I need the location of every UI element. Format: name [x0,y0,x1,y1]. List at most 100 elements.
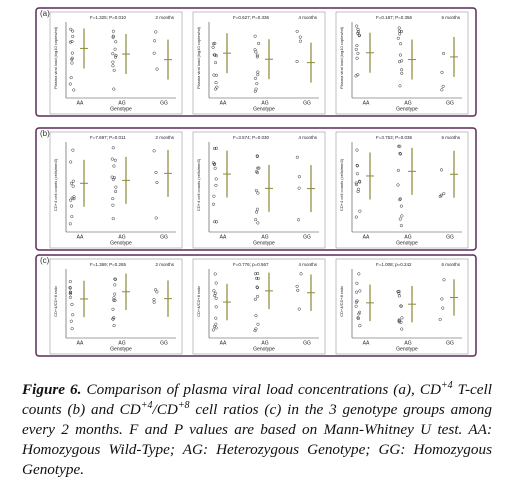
point [357,272,361,276]
point [214,73,218,77]
x-tick-label: AG [261,234,268,240]
point [213,291,217,295]
y-axis-label: CD+4 cell counts (cells/mm3) [196,158,201,211]
point [397,319,401,323]
plot-period: 6 months [441,15,460,20]
point [70,204,74,208]
point [355,183,359,187]
point [396,290,400,294]
point [255,154,259,158]
y-axis-label: CD+4/CD+8 ratio [196,285,201,316]
point [113,55,118,59]
point [355,281,359,285]
panel-label: (b) [40,129,50,138]
plot-frame [335,11,469,115]
plot-frame [192,11,326,115]
x-tick-label: GG [160,340,168,346]
point [397,29,401,33]
point [68,279,72,284]
point [211,202,216,206]
point [356,30,361,34]
plot-period: 2 months [155,15,174,20]
point [440,297,444,301]
point [296,288,300,292]
point [355,163,359,167]
plot-stat: F=1.325; P=0.010 [90,15,127,20]
point [255,53,259,57]
point [212,289,216,293]
point [355,172,359,176]
point [255,82,259,86]
point [69,198,73,202]
point [253,297,257,301]
point [254,188,258,193]
point [71,179,75,183]
point [256,276,260,281]
x-tick-label: AA [77,234,84,240]
point [299,272,303,276]
plot-period: 4 months [298,262,317,267]
point [442,192,446,196]
point [70,56,74,60]
point [113,158,117,162]
point [69,27,73,31]
point [111,52,115,56]
point [211,328,215,332]
point [439,168,444,172]
x-tick-label: AG [261,340,268,346]
plot-frame [192,131,326,249]
point [155,180,159,185]
point [114,185,118,189]
x-tick-label: AG [118,340,125,346]
point [111,197,115,201]
point [154,216,158,220]
panel-label: (c) [40,256,50,265]
point [399,320,403,324]
point [295,155,299,159]
point [441,51,446,55]
y-axis-label: CD+4 cell counts (cells/mm3) [53,158,58,211]
point [152,51,156,55]
point [113,277,117,281]
point [255,210,259,214]
plot-period: 6 months [441,262,460,267]
point [113,292,117,296]
point [358,289,362,293]
point [354,215,358,219]
point [70,215,74,219]
panel-label: (a) [40,9,50,18]
point [297,186,301,190]
point [71,184,75,188]
point [111,29,115,33]
point [356,51,360,55]
point [398,144,402,148]
x-tick-label: AA [363,100,370,106]
x-tick-label: AA [363,234,370,240]
point [355,56,359,60]
point [70,39,74,44]
point [298,35,302,39]
point [356,190,360,194]
point [112,68,116,72]
point [396,168,400,172]
y-axis-label: CD+4/CD+8 ratio [339,285,344,316]
caption-text: cell ratios (c) in the 3 genotype groups… [22,401,492,478]
point [398,151,402,155]
point [72,197,76,201]
point [297,307,301,311]
point [70,61,74,65]
point [214,81,218,85]
x-tick-label: AA [363,340,370,346]
caption-sup: +4 [140,399,153,411]
point [214,146,218,150]
plot-stat: F=1.008; p=0.242 [376,262,412,267]
point [111,35,115,39]
caption-sup: +4 [440,379,453,391]
point [354,47,358,52]
point [256,271,260,276]
point [111,203,115,207]
point [295,284,299,288]
point [397,291,401,295]
point [211,161,215,165]
